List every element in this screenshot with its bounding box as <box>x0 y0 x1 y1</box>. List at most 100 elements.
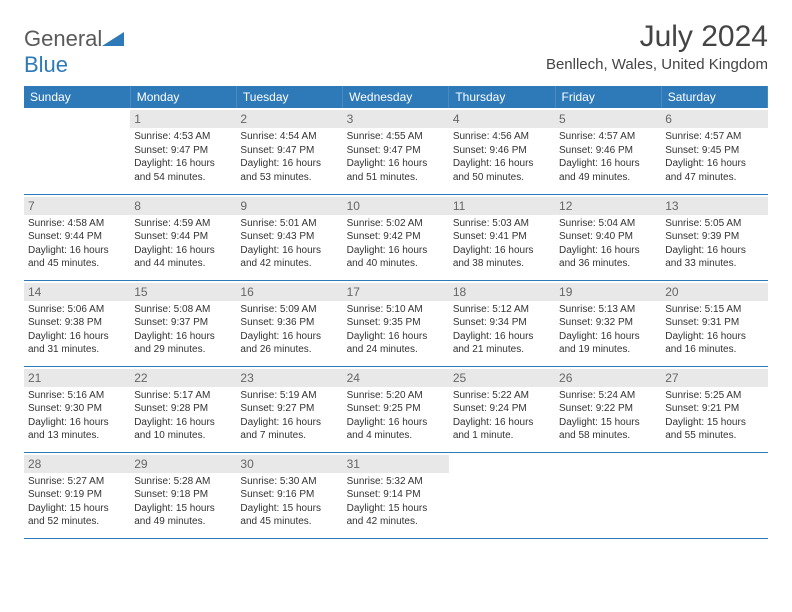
calendar-cell: 24 Sunrise: 5:20 AMSunset: 9:25 PMDayligh… <box>343 366 449 452</box>
weekday-header: Wednesday <box>343 86 449 108</box>
day-number: 29 <box>130 455 236 473</box>
header: General Blue July 2024 Benllech, Wales, … <box>24 20 768 78</box>
calendar-cell: 3Sunrise: 4:55 AMSunset: 9:47 PMDaylight… <box>343 108 449 194</box>
day-number: 30 <box>236 455 342 473</box>
location: Benllech, Wales, United Kingdom <box>546 56 768 73</box>
calendar-cell: 26 Sunrise: 5:24 AMSunset: 9:22 PMDayligh… <box>555 366 661 452</box>
day-number: 8 <box>130 197 236 215</box>
day-info: Sunrise: 4:57 AMSunset: 9:45 PMDaylight:… <box>665 130 763 184</box>
day-info: Sunrise: 5:01 AMSunset: 9:43 PMDaylight:… <box>240 217 338 271</box>
day-number: 20 <box>661 283 767 301</box>
day-info: Sunrise: 5:30 AMSunset: 9:16 PMDaylight:… <box>240 475 338 529</box>
calendar-week-row: 1 Sunrise: 4:53 AMSunset: 9:47 PMDaylight… <box>24 108 768 194</box>
day-info: Sunrise: 4:55 AMSunset: 9:47 PMDaylight:… <box>347 130 445 184</box>
day-number: 9 <box>236 197 342 215</box>
day-info: Sunrise: 5:20 AMSunset: 9:25 PMDaylight:… <box>347 389 445 443</box>
calendar-cell: 9 Sunrise: 5:01 AMSunset: 9:43 PMDaylight… <box>236 194 342 280</box>
day-number: 19 <box>555 283 661 301</box>
day-info: Sunrise: 5:12 AMSunset: 9:34 PMDaylight:… <box>453 303 551 357</box>
day-info: Sunrise: 4:56 AMSunset: 9:46 PMDaylight:… <box>453 130 551 184</box>
calendar-week-row: 14Sunrise: 5:06 AMSunset: 9:38 PMDayligh… <box>24 280 768 366</box>
calendar-cell: 28Sunrise: 5:27 AMSunset: 9:19 PMDayligh… <box>24 452 130 538</box>
day-info: Sunrise: 5:03 AMSunset: 9:41 PMDaylight:… <box>453 217 551 271</box>
calendar-cell: 10 Sunrise: 5:02 AMSunset: 9:42 PMDayligh… <box>343 194 449 280</box>
calendar-cell: 31Sunrise: 5:32 AMSunset: 9:14 PMDayligh… <box>343 452 449 538</box>
calendar-cell: 11Sunrise: 5:03 AMSunset: 9:41 PMDayligh… <box>449 194 555 280</box>
day-info: Sunrise: 5:02 AMSunset: 9:42 PMDaylight:… <box>347 217 445 271</box>
calendar-week-row: 7 Sunrise: 4:58 AMSunset: 9:44 PMDaylight… <box>24 194 768 280</box>
day-info: Sunrise: 5:28 AMSunset: 9:18 PMDaylight:… <box>134 475 232 529</box>
day-number: 26 <box>555 369 661 387</box>
calendar-cell: 23 Sunrise: 5:19 AMSunset: 9:27 PMDayligh… <box>236 366 342 452</box>
calendar-cell: 19 Sunrise: 5:13 AMSunset: 9:32 PMDayligh… <box>555 280 661 366</box>
calendar-cell: 14Sunrise: 5:06 AMSunset: 9:38 PMDayligh… <box>24 280 130 366</box>
calendar-week-row: 28Sunrise: 5:27 AMSunset: 9:19 PMDayligh… <box>24 452 768 538</box>
day-info: Sunrise: 5:10 AMSunset: 9:35 PMDaylight:… <box>347 303 445 357</box>
calendar-cell: 12 Sunrise: 5:04 AMSunset: 9:40 PMDayligh… <box>555 194 661 280</box>
calendar-week-row: 21 Sunrise: 5:16 AMSunset: 9:30 PMDayligh… <box>24 366 768 452</box>
day-info: Sunrise: 5:04 AMSunset: 9:40 PMDaylight:… <box>559 217 657 271</box>
logo-text: General Blue <box>24 26 124 78</box>
day-info: Sunrise: 5:05 AMSunset: 9:39 PMDaylight:… <box>665 217 763 271</box>
day-number: 21 <box>24 369 130 387</box>
day-info: Sunrise: 4:53 AMSunset: 9:47 PMDaylight:… <box>134 130 232 184</box>
calendar-cell: 2 Sunrise: 4:54 AMSunset: 9:47 PMDaylight… <box>236 108 342 194</box>
weekday-header: Tuesday <box>236 86 342 108</box>
calendar-cell: 25 Sunrise: 5:22 AMSunset: 9:24 PMDayligh… <box>449 366 555 452</box>
logo-part2: Blue <box>24 52 68 77</box>
calendar-cell <box>661 452 767 538</box>
weekday-header: Thursday <box>449 86 555 108</box>
day-number: 25 <box>449 369 555 387</box>
day-info: Sunrise: 5:24 AMSunset: 9:22 PMDaylight:… <box>559 389 657 443</box>
calendar-cell <box>449 452 555 538</box>
calendar-cell: 4 Sunrise: 4:56 AMSunset: 9:46 PMDaylight… <box>449 108 555 194</box>
day-info: Sunrise: 4:54 AMSunset: 9:47 PMDaylight:… <box>240 130 338 184</box>
day-info: Sunrise: 5:13 AMSunset: 9:32 PMDaylight:… <box>559 303 657 357</box>
day-number: 15 <box>130 283 236 301</box>
day-info: Sunrise: 4:58 AMSunset: 9:44 PMDaylight:… <box>28 217 126 271</box>
weekday-header: Monday <box>130 86 236 108</box>
day-number: 23 <box>236 369 342 387</box>
calendar-cell: 30 Sunrise: 5:30 AMSunset: 9:16 PMDayligh… <box>236 452 342 538</box>
calendar-cell: 29 Sunrise: 5:28 AMSunset: 9:18 PMDayligh… <box>130 452 236 538</box>
title-block: July 2024 Benllech, Wales, United Kingdo… <box>546 20 768 73</box>
day-info: Sunrise: 5:17 AMSunset: 9:28 PMDaylight:… <box>134 389 232 443</box>
day-number: 7 <box>24 197 130 215</box>
logo: General Blue <box>24 20 124 78</box>
day-number: 4 <box>449 110 555 128</box>
day-number: 1 <box>130 110 236 128</box>
day-number: 27 <box>661 369 767 387</box>
day-number: 13 <box>661 197 767 215</box>
calendar-cell <box>555 452 661 538</box>
weekday-header-row: SundayMondayTuesdayWednesdayThursdayFrid… <box>24 86 768 108</box>
day-number: 18 <box>449 283 555 301</box>
day-info: Sunrise: 5:22 AMSunset: 9:24 PMDaylight:… <box>453 389 551 443</box>
weekday-header: Friday <box>555 86 661 108</box>
calendar-cell: 18 Sunrise: 5:12 AMSunset: 9:34 PMDayligh… <box>449 280 555 366</box>
day-info: Sunrise: 5:16 AMSunset: 9:30 PMDaylight:… <box>28 389 126 443</box>
calendar-cell: 17Sunrise: 5:10 AMSunset: 9:35 PMDayligh… <box>343 280 449 366</box>
calendar-cell: 13 Sunrise: 5:05 AMSunset: 9:39 PMDayligh… <box>661 194 767 280</box>
logo-triangle-icon <box>102 26 124 52</box>
day-number: 28 <box>24 455 130 473</box>
day-number: 2 <box>236 110 342 128</box>
calendar-cell <box>24 108 130 194</box>
calendar-cell: 6Sunrise: 4:57 AMSunset: 9:45 PMDaylight… <box>661 108 767 194</box>
day-number: 12 <box>555 197 661 215</box>
day-number: 16 <box>236 283 342 301</box>
calendar-cell: 8Sunrise: 4:59 AMSunset: 9:44 PMDaylight… <box>130 194 236 280</box>
calendar-cell: 16Sunrise: 5:09 AMSunset: 9:36 PMDayligh… <box>236 280 342 366</box>
logo-part1: General <box>24 26 102 51</box>
day-number: 10 <box>343 197 449 215</box>
calendar-cell: 22Sunrise: 5:17 AMSunset: 9:28 PMDayligh… <box>130 366 236 452</box>
day-info: Sunrise: 4:57 AMSunset: 9:46 PMDaylight:… <box>559 130 657 184</box>
weekday-header: Saturday <box>661 86 767 108</box>
calendar-cell: 20Sunrise: 5:15 AMSunset: 9:31 PMDayligh… <box>661 280 767 366</box>
day-number: 5 <box>555 110 661 128</box>
day-number: 24 <box>343 369 449 387</box>
calendar-cell: 5 Sunrise: 4:57 AMSunset: 9:46 PMDaylight… <box>555 108 661 194</box>
day-info: Sunrise: 5:19 AMSunset: 9:27 PMDaylight:… <box>240 389 338 443</box>
weekday-header: Sunday <box>24 86 130 108</box>
calendar-table: SundayMondayTuesdayWednesdayThursdayFrid… <box>24 86 768 539</box>
day-info: Sunrise: 5:06 AMSunset: 9:38 PMDaylight:… <box>28 303 126 357</box>
